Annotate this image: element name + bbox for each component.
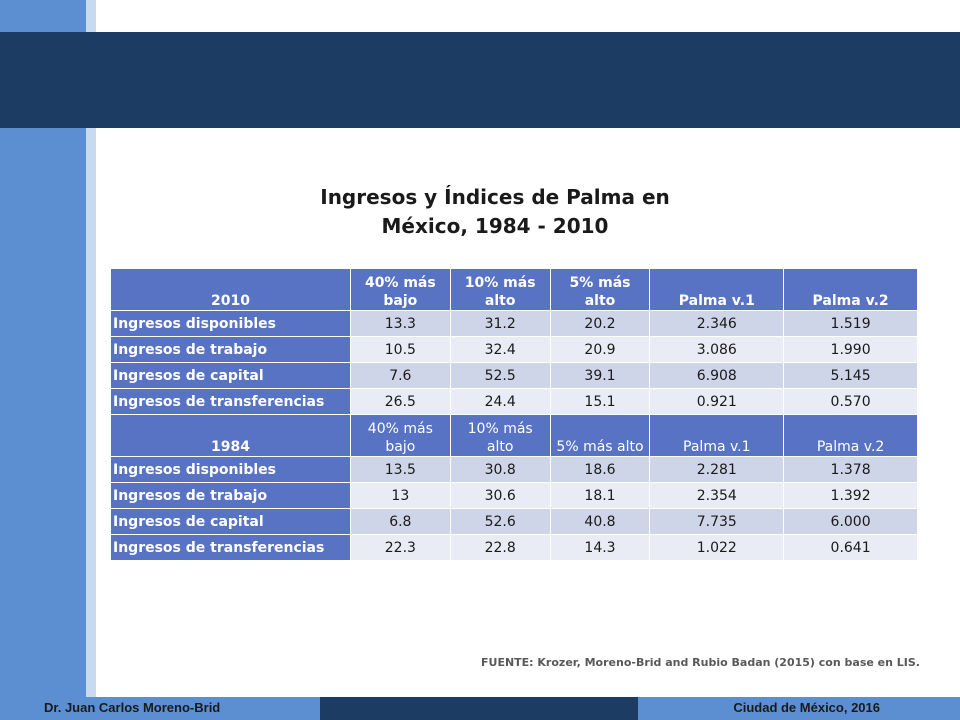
- year-header: 1984: [110, 414, 351, 457]
- column-header: Palma v.1: [649, 268, 785, 311]
- slide-title: Ingresos y Índices de Palma en México, 1…: [240, 183, 750, 241]
- table-cell: 24.4: [449, 388, 551, 415]
- footer-author: Dr. Juan Carlos Moreno-Brid: [44, 700, 221, 715]
- column-header: 5% más alto: [549, 268, 651, 311]
- table-cell: 52.6: [449, 508, 551, 535]
- table-cell: 22.3: [349, 534, 451, 561]
- slide-title-line2: México, 1984 - 2010: [381, 214, 609, 238]
- table-cell: 0.921: [649, 388, 785, 415]
- row-label: Ingresos de trabajo: [110, 482, 351, 509]
- table-cell: 31.2: [449, 310, 551, 337]
- column-header: Palma v.2: [783, 268, 918, 311]
- left-accent-stripe: [86, 0, 96, 697]
- table-cell: 30.6: [449, 482, 551, 509]
- table-cell: 3.086: [649, 336, 785, 363]
- table-cell: 6.8: [349, 508, 451, 535]
- table-cell: 20.9: [549, 336, 651, 363]
- table-row: Ingresos de capital 7.6 52.5 39.1 6.908 5.145: [110, 362, 918, 389]
- table-cell: 1.392: [783, 482, 918, 509]
- table-row: Ingresos de transferencias 22.3 22.8 14.3 1.…: [110, 534, 918, 561]
- table-row: Ingresos disponibles 13.3 31.2 20.2 2.346 1.5…: [110, 310, 918, 337]
- footer-mid-segment: [320, 697, 638, 720]
- header-band: [0, 32, 960, 128]
- table-cell: 18.6: [549, 456, 651, 483]
- column-header: 40% más bajo: [349, 268, 451, 311]
- table-cell: 0.570: [783, 388, 918, 415]
- source-note: FUENTE: Krozer, Moreno-Brid and Rubio Ba…: [481, 656, 920, 669]
- table-cell: 6.000: [783, 508, 918, 535]
- header-row-1984: 1984 40% más bajo 10% más alto 5% más alto P…: [110, 414, 918, 457]
- table-cell: 13.5: [349, 456, 451, 483]
- row-label: Ingresos disponibles: [110, 456, 351, 483]
- palma-table: 2010 40% más bajo 10% más alto 5% más alto P…: [110, 268, 918, 561]
- table-cell: 2.281: [649, 456, 785, 483]
- column-header: 10% más alto: [449, 414, 551, 457]
- table-cell: 1.990: [783, 336, 918, 363]
- table-cell: 10.5: [349, 336, 451, 363]
- row-label: Ingresos de trabajo: [110, 336, 351, 363]
- table-cell: 2.354: [649, 482, 785, 509]
- slide-title-line1: Ingresos y Índices de Palma en: [320, 185, 670, 209]
- column-header: 5% más alto: [549, 414, 651, 457]
- table-cell: 30.8: [449, 456, 551, 483]
- table-cell: 18.1: [549, 482, 651, 509]
- row-label: Ingresos disponibles: [110, 310, 351, 337]
- table-cell: 26.5: [349, 388, 451, 415]
- table-cell: 1.378: [783, 456, 918, 483]
- footer-left-segment: [0, 697, 320, 720]
- table-cell: 15.1: [549, 388, 651, 415]
- table-cell: 52.5: [449, 362, 551, 389]
- table-cell: 1.022: [649, 534, 785, 561]
- row-label: Ingresos de transferencias: [110, 534, 351, 561]
- table-row: Ingresos de trabajo 10.5 32.4 20.9 3.086 1.99…: [110, 336, 918, 363]
- header-row-2010: 2010 40% más bajo 10% más alto 5% más alto P…: [110, 268, 918, 311]
- table-cell: 13.3: [349, 310, 451, 337]
- row-label: Ingresos de capital: [110, 362, 351, 389]
- table-cell: 39.1: [549, 362, 651, 389]
- table-row: Ingresos de trabajo 13 30.6 18.1 2.354 1.392: [110, 482, 918, 509]
- year-header: 2010: [110, 268, 351, 311]
- column-header: Palma v.2: [783, 414, 918, 457]
- table-cell: 5.145: [783, 362, 918, 389]
- table-cell: 1.519: [783, 310, 918, 337]
- table-cell: 7.6: [349, 362, 451, 389]
- table-cell: 2.346: [649, 310, 785, 337]
- table-cell: 40.8: [549, 508, 651, 535]
- table-cell: 0.641: [783, 534, 918, 561]
- column-header: 40% más bajo: [349, 414, 451, 457]
- column-header: Palma v.1: [649, 414, 785, 457]
- table-cell: 13: [349, 482, 451, 509]
- table-cell: 14.3: [549, 534, 651, 561]
- footer-place-date: Ciudad de México, 2016: [733, 700, 880, 715]
- table-row: Ingresos de capital 6.8 52.6 40.8 7.735 6.000: [110, 508, 918, 535]
- table-cell: 6.908: [649, 362, 785, 389]
- table-cell: 20.2: [549, 310, 651, 337]
- table-row: Ingresos de transferencias 26.5 24.4 15.1 0.…: [110, 388, 918, 415]
- table-cell: 22.8: [449, 534, 551, 561]
- column-header: 10% más alto: [449, 268, 551, 311]
- row-label: Ingresos de transferencias: [110, 388, 351, 415]
- row-label: Ingresos de capital: [110, 508, 351, 535]
- table-row: Ingresos disponibles 13.5 30.8 18.6 2.281 1.3…: [110, 456, 918, 483]
- table-cell: 7.735: [649, 508, 785, 535]
- table-cell: 32.4: [449, 336, 551, 363]
